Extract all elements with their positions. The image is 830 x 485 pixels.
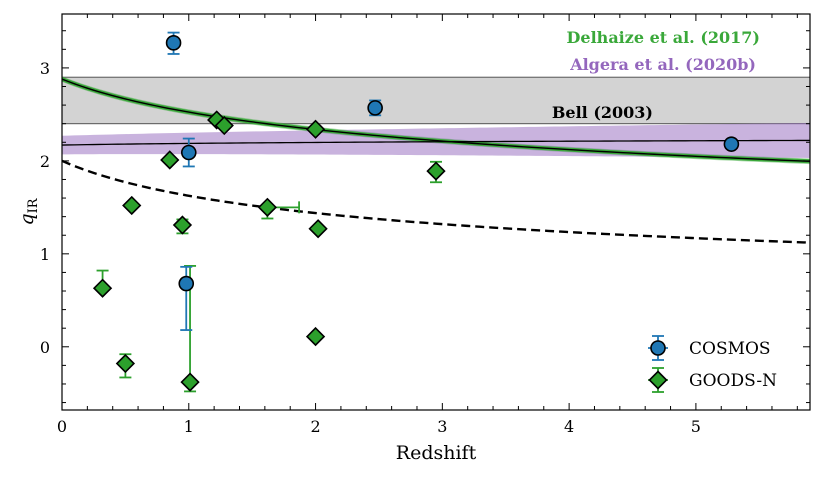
cosmos-point (180, 137, 197, 168)
goods-point (92, 269, 113, 298)
cosmos-point (723, 136, 740, 152)
legend-cosmos-label: COSMOS (689, 339, 771, 359)
goods-marker (214, 115, 234, 136)
y-axis-label: qIR (16, 197, 41, 225)
goods-point (308, 219, 328, 239)
delhaize-curve (62, 78, 810, 163)
plot-area (62, 31, 810, 393)
goods-point (160, 150, 180, 170)
goods-marker (180, 372, 200, 392)
legend-goods-marker (648, 367, 668, 393)
x-tick-label: 4 (564, 417, 574, 436)
goods-marker (257, 197, 278, 217)
cosmos-point (367, 99, 383, 117)
legend-goods-symbol (648, 370, 668, 390)
legend-cosmos-marker (648, 335, 668, 361)
goods-marker (122, 195, 142, 216)
x-tick-label: 2 (310, 417, 320, 436)
annotation-bell: Bell (2003) (552, 103, 653, 122)
cosmos-marker (723, 136, 740, 152)
annotation-algera: Algera et al. (2020b) (569, 55, 756, 74)
goods-point (172, 215, 193, 235)
goods-point (214, 115, 234, 136)
cosmos-marker (178, 275, 195, 292)
x-tick-label: 3 (437, 417, 447, 436)
goods-point (305, 326, 326, 347)
cosmos-marker (367, 100, 383, 116)
x-tick-label: 1 (184, 417, 194, 436)
cosmos-marker (180, 144, 197, 161)
goods-marker (305, 119, 326, 139)
goods-marker (92, 278, 113, 298)
y-axis-label-sub: IR (26, 197, 41, 213)
goods-marker (305, 326, 326, 347)
goods-point (257, 197, 300, 220)
plot-frame (61, 13, 811, 411)
goods-point (122, 195, 142, 216)
cosmos-point (178, 265, 195, 331)
cosmos-marker (165, 35, 182, 51)
annotation-delhaize: Delhaize et al. (2017) (567, 28, 760, 47)
goods-point (426, 160, 446, 184)
data-points (92, 31, 740, 393)
goods-point (115, 353, 136, 379)
x-tick-label: 5 (691, 417, 701, 436)
x-tick-label: 0 (57, 417, 67, 436)
bell-band (62, 76, 810, 125)
y-tick-label: 1 (40, 245, 50, 264)
goods-marker (160, 150, 180, 170)
dashed-curve (62, 159, 810, 244)
legend-cosmos-symbol (650, 340, 666, 356)
goods-point (305, 119, 326, 139)
algera-curve (62, 139, 810, 146)
x-axis-label: Redshift (396, 442, 477, 464)
goods-marker (308, 219, 328, 239)
axis-ticks: 0 1 2 3 4 5 0 1 2 3 (40, 14, 810, 436)
legend-goods-label: GOODS-N (689, 371, 777, 391)
goods-marker (426, 161, 446, 181)
y-tick-label: 2 (40, 152, 50, 171)
y-axis-label-main: q (16, 213, 38, 225)
goods-marker (115, 353, 136, 374)
cosmos-point (165, 31, 182, 55)
legend: COSMOS GOODS-N (648, 335, 777, 393)
y-tick-label: 3 (40, 59, 50, 78)
y-tick-label: 0 (40, 338, 50, 357)
goods-marker (172, 215, 193, 235)
